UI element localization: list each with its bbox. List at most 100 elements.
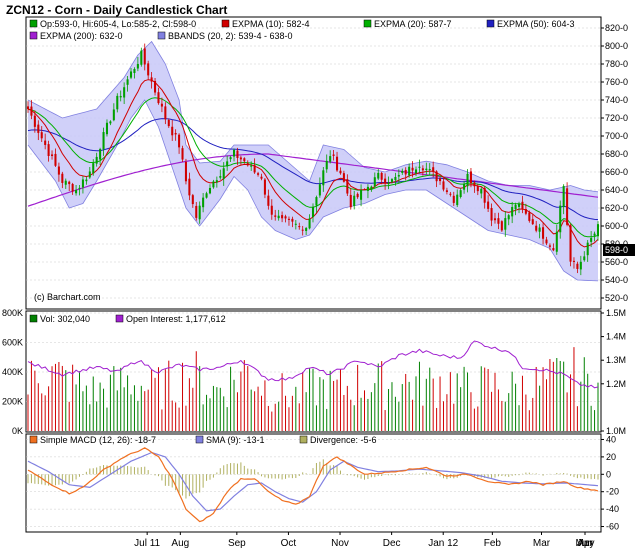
candle-body bbox=[322, 170, 325, 186]
candle-body bbox=[26, 106, 30, 110]
candle-body bbox=[253, 165, 256, 173]
candle-body bbox=[239, 157, 242, 160]
candle-body bbox=[490, 208, 493, 221]
candle-body bbox=[61, 173, 64, 183]
volume-legend: Vol: 302,040 Open Interest: 1,177,612 bbox=[29, 314, 226, 324]
macd-line bbox=[27, 447, 599, 523]
candle-body bbox=[95, 156, 98, 164]
candle-body bbox=[140, 50, 143, 65]
price-tick-label: 540-0 bbox=[605, 275, 628, 285]
candle-body bbox=[51, 154, 54, 156]
candle-body bbox=[287, 218, 290, 220]
candle-body bbox=[414, 169, 418, 174]
volume-tick-label: 400K bbox=[2, 367, 23, 377]
x-tick-label: May bbox=[576, 538, 595, 549]
candle-body bbox=[40, 132, 43, 139]
candle-body bbox=[432, 167, 435, 172]
legend-label: BBANDS (20, 2): 539-4 - 638-0 bbox=[168, 31, 293, 41]
candle-body bbox=[281, 215, 284, 219]
candle-body bbox=[164, 106, 167, 120]
candle-body bbox=[119, 96, 122, 98]
candle-body bbox=[44, 140, 47, 145]
candle-body bbox=[184, 161, 187, 182]
candle-body bbox=[339, 170, 342, 174]
macd-tick-label: 20 bbox=[606, 452, 616, 462]
candle-body bbox=[215, 180, 218, 183]
candle-body bbox=[511, 206, 514, 217]
divergence-bars bbox=[27, 459, 599, 499]
expma-200-line bbox=[27, 153, 599, 207]
volume-y-axis: 0K 200K 400K 600K 800K 1.0M 1.2M 1.3M 1.4M 1.5M bbox=[2, 308, 626, 436]
price-panel: 520-0540-0560-0580-0600-0620-0640-0660-0… bbox=[25, 16, 635, 310]
candle-body bbox=[559, 205, 562, 233]
candle-body bbox=[188, 178, 191, 196]
macd-tick-label: 0 bbox=[606, 469, 611, 479]
candle-body bbox=[30, 106, 33, 116]
candle-body bbox=[143, 48, 146, 65]
volume-tick-label: 200K bbox=[2, 397, 23, 407]
candle-body bbox=[88, 171, 91, 178]
candle-body bbox=[301, 229, 304, 231]
candle-body bbox=[102, 132, 105, 150]
macd-tick-label: -60 bbox=[606, 522, 619, 532]
candle-body bbox=[418, 166, 421, 168]
candle-body bbox=[294, 223, 297, 225]
candle-body bbox=[576, 263, 579, 269]
candle-body bbox=[232, 149, 236, 157]
candle-body bbox=[370, 186, 373, 190]
candle-body bbox=[394, 176, 397, 181]
candle-body bbox=[353, 195, 356, 206]
candle-body bbox=[219, 176, 222, 178]
candle-body bbox=[226, 161, 229, 167]
legend-label: EXPMA (20): 587-7 bbox=[374, 19, 452, 29]
bbands-fill bbox=[28, 41, 598, 281]
candle-body bbox=[538, 227, 541, 232]
legend-label: Divergence: -5-6 bbox=[310, 435, 377, 445]
candle-body bbox=[37, 124, 40, 133]
candle-body bbox=[583, 256, 586, 261]
candle-body bbox=[81, 179, 84, 188]
x-tick-label: Oct bbox=[281, 538, 297, 549]
x-axis: Jul 11 Aug Sep Oct Nov Dec Jan 12 Feb Mar AprMayJ… bbox=[134, 532, 594, 549]
candle-body bbox=[593, 233, 596, 236]
candle-body bbox=[387, 182, 390, 185]
legend-swatch bbox=[29, 19, 38, 28]
legend-label: EXPMA (10): 582-4 bbox=[232, 19, 310, 29]
legend-swatch bbox=[195, 435, 204, 444]
candle-body bbox=[442, 181, 445, 190]
price-tick-label: 620-0 bbox=[605, 203, 628, 213]
oi-tick-label: 1.3M bbox=[606, 355, 626, 365]
candle-body bbox=[171, 126, 174, 136]
candle-body bbox=[521, 201, 524, 210]
legend-label: Op:593-0, Hi:605-4, Lo:585-2, Cl:598-0 bbox=[40, 19, 196, 29]
candle-body bbox=[397, 175, 400, 177]
candle-body bbox=[291, 218, 294, 222]
candle-body bbox=[435, 171, 438, 182]
candle-body bbox=[452, 195, 455, 203]
candle-body bbox=[493, 218, 497, 221]
candle-body bbox=[548, 245, 551, 247]
price-tick-label: 600-0 bbox=[605, 221, 628, 231]
candle-body bbox=[78, 187, 81, 189]
price-tick-label: 740-0 bbox=[605, 95, 628, 105]
legend-label: Vol: 302,040 bbox=[40, 314, 90, 324]
candle-body bbox=[68, 181, 71, 185]
candle-body bbox=[126, 79, 129, 85]
volume-tick-label: 600K bbox=[2, 338, 23, 348]
x-tick-label: Apr bbox=[577, 538, 593, 549]
candle-body bbox=[160, 103, 163, 107]
candle-body bbox=[85, 179, 88, 182]
candle-body bbox=[154, 80, 157, 93]
candle-body bbox=[377, 172, 380, 179]
candle-body bbox=[274, 215, 277, 217]
candle-body bbox=[542, 227, 545, 239]
candle-body bbox=[57, 166, 60, 175]
candle-body bbox=[445, 190, 448, 192]
candle-body bbox=[507, 215, 510, 220]
legend-label: EXPMA (50): 604-3 bbox=[497, 19, 575, 29]
candle-body bbox=[552, 248, 555, 251]
candle-body bbox=[71, 184, 74, 192]
macd-y-axis: -60 -40 -20 0 20 40 bbox=[601, 434, 619, 532]
legend-label: EXPMA (200): 632-0 bbox=[40, 31, 123, 41]
